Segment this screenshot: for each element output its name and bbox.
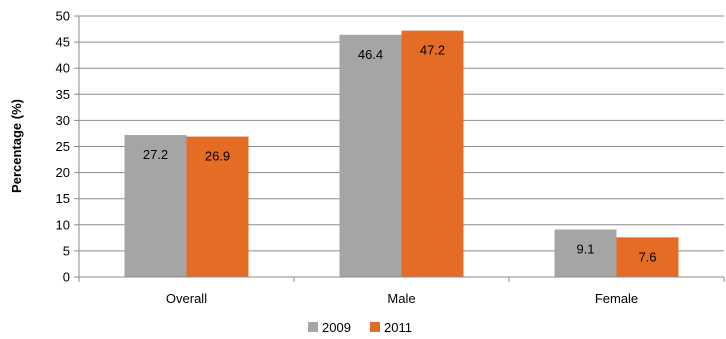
bar-2011-female [616,237,679,277]
bars [124,30,679,278]
y-axis-label: Percentage (%) [9,99,24,193]
data-label: 9.1 [576,241,594,256]
data-label: 26.9 [205,149,230,164]
y-tick-label: 35 [56,87,70,102]
y-tick-label: 5 [63,243,70,258]
bar-2009-overall [124,135,187,277]
x-category-labels: Overall Male Female [166,291,638,306]
data-label: 47.2 [420,43,445,58]
y-tick-label: 30 [56,113,70,128]
legend: 2009 2011 [308,320,412,335]
y-tick-label: 20 [56,165,70,180]
y-tick-label: 10 [56,217,70,232]
axes [78,16,725,282]
data-label: 7.6 [638,249,656,264]
y-tick-labels: 0 5 10 15 20 25 30 35 40 45 50 [56,9,70,285]
data-label: 46.4 [358,47,383,62]
y-tick-label: 50 [56,9,70,24]
x-category-label: Overall [166,291,207,306]
legend-label-2009: 2009 [322,320,351,335]
y-tick-label: 45 [56,35,70,50]
legend-swatch-2009 [308,322,318,332]
bar-2009-male [339,34,402,278]
legend-label-2011: 2011 [384,320,412,335]
y-tick-label: 40 [56,61,70,76]
x-category-label: Male [387,291,415,306]
y-tick-label: 25 [56,139,70,154]
data-label: 27.2 [143,147,168,162]
data-labels: 27.2 26.9 46.4 47.2 9.1 7.6 [143,43,657,265]
legend-swatch-2011 [370,322,380,332]
y-tick-label: 15 [56,191,70,206]
y-tick-label: 0 [63,270,70,285]
x-category-label: Female [595,291,638,306]
bar-2011-overall [186,136,249,277]
bar-2011-male [401,30,464,278]
bar-2009-female [554,229,617,277]
